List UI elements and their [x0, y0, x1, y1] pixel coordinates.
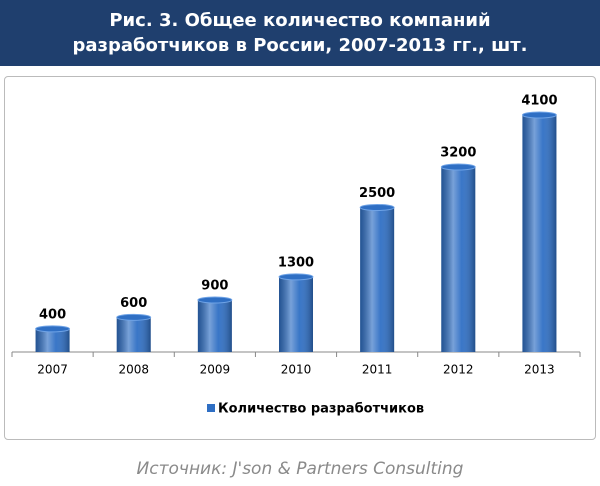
bar-cap: [197, 296, 233, 304]
x-tick-label: 2008: [118, 363, 149, 377]
bar-cap: [440, 163, 476, 171]
bar-shine: [522, 115, 557, 352]
legend-swatch: [207, 404, 215, 412]
chart-title: Рис. 3. Общее количество компаний разраб…: [72, 10, 528, 56]
x-tick-label: 2013: [524, 363, 555, 377]
bar-shine: [197, 299, 232, 352]
x-tick-label: 2009: [200, 363, 231, 377]
legend-label: Количество разработчиков: [218, 402, 424, 417]
x-tick-label: 2010: [281, 363, 312, 377]
x-tick-label: 2011: [362, 363, 393, 377]
bar-cap: [278, 273, 314, 281]
data-label: 900: [201, 278, 228, 293]
x-tick-label: 2012: [443, 363, 474, 377]
data-label: 600: [120, 296, 147, 311]
chart: 400 2007 600 2008 900 2009 1300 2010 2500 2011 320…: [11, 94, 581, 417]
x-tick-label: 2007: [37, 363, 68, 377]
bar-cap: [521, 111, 557, 119]
header: Рис. 3. Общее количество компаний разраб…: [0, 0, 600, 66]
chart-panel: [4, 76, 596, 440]
bar-cap: [359, 203, 395, 211]
source-note: Источник: J'son & Partners Consulting: [136, 459, 464, 479]
data-label: 4100: [521, 94, 557, 109]
bar-shine: [116, 317, 151, 352]
data-label: 400: [39, 307, 66, 322]
bar-shine: [360, 207, 395, 352]
bar-shine: [279, 276, 313, 352]
data-label: 1300: [278, 255, 314, 270]
data-label: 3200: [440, 146, 476, 161]
bar-shine: [35, 328, 70, 352]
bar-cap: [35, 325, 71, 333]
data-label: 2500: [359, 186, 395, 201]
bar-cap: [116, 313, 152, 321]
bar-shine: [441, 167, 476, 352]
